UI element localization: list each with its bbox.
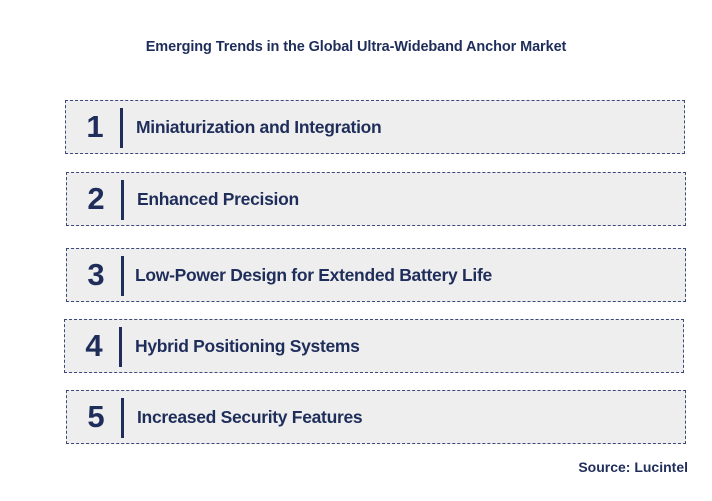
trend-number: 3 [87,257,105,292]
chart-title: Emerging Trends in the Global Ultra-Wide… [145,39,567,55]
trend-label: Low-Power Design for Extended Battery Li… [135,264,492,285]
divider-bar [121,398,124,438]
trend-item-5: 5 Increased Security Features [66,390,686,444]
trend-label: Hybrid Positioning Systems [135,335,360,356]
trend-label: Enhanced Precision [137,188,299,209]
trend-label: Miniaturization and Integration [136,116,382,137]
trend-item-4: 4 Hybrid Positioning Systems [64,319,684,373]
trend-item-2: 2 Enhanced Precision [66,172,686,226]
divider-bar [121,256,124,296]
divider-bar [121,180,124,220]
divider-bar [119,327,122,367]
divider-bar [120,108,123,148]
trend-number: 1 [86,109,104,144]
trend-number: 4 [85,328,103,363]
trend-item-1: 1 Miniaturization and Integration [65,100,685,154]
trend-number: 5 [87,399,105,434]
source-note: Source: Lucintel [578,459,688,475]
trend-number: 2 [87,181,105,216]
trend-item-3: 3 Low-Power Design for Extended Battery … [66,248,686,302]
trend-label: Increased Security Features [137,406,363,427]
